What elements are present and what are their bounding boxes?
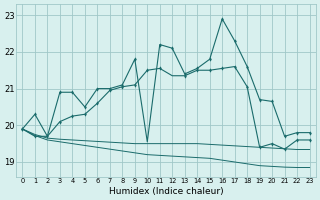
- X-axis label: Humidex (Indice chaleur): Humidex (Indice chaleur): [109, 187, 223, 196]
